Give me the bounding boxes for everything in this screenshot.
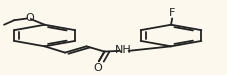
Text: F: F [169, 8, 175, 18]
Text: NH: NH [115, 45, 132, 55]
Text: O: O [25, 13, 34, 23]
Text: O: O [93, 63, 102, 73]
